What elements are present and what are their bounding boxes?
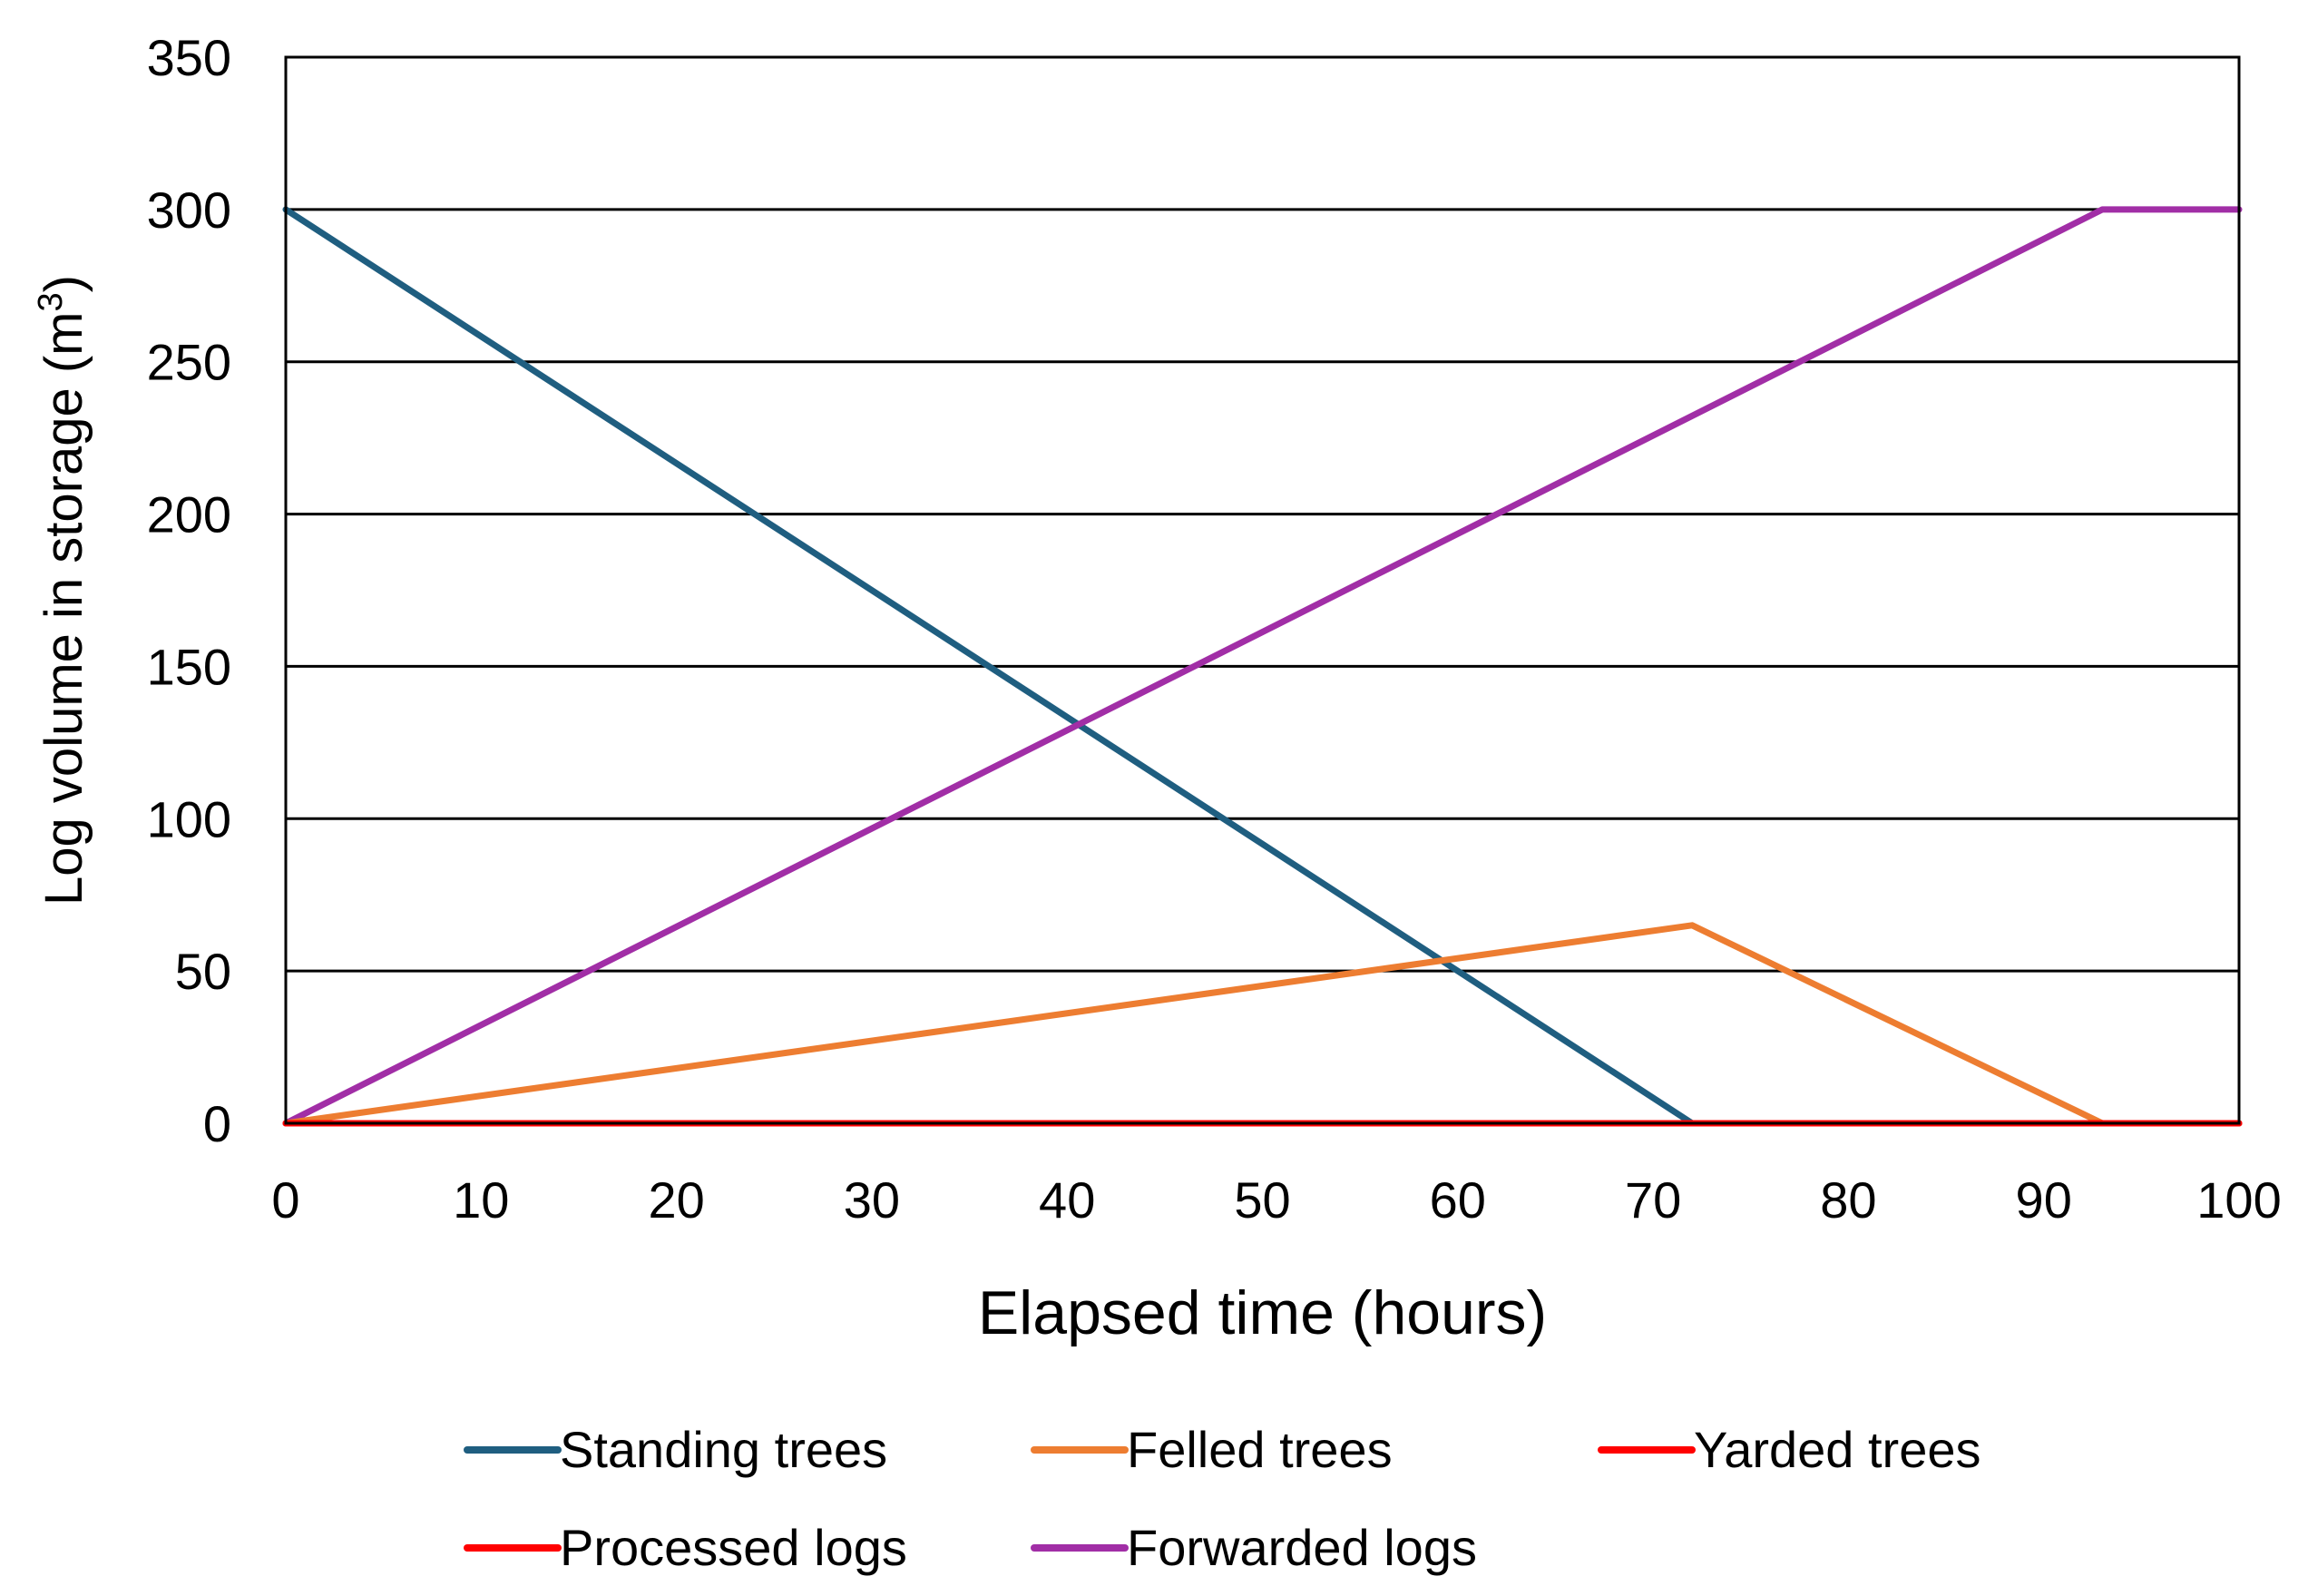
series-line-forwarded-logs: [282, 206, 2243, 1127]
y-tick-label: 100: [147, 790, 231, 847]
legend-label: Standing trees: [560, 1421, 887, 1478]
plot-area-frame: [284, 55, 2241, 1125]
y-axis-label: Log volume in storage (m3): [32, 275, 93, 906]
x-tick-label: 60: [1430, 1171, 1486, 1229]
x-tick-label: 100: [2196, 1171, 2281, 1229]
y-tick-label: 250: [147, 334, 231, 391]
y-tick-label: 0: [203, 1095, 231, 1152]
series-line-standing-trees: [282, 206, 1696, 1127]
y-tick-label: 150: [147, 638, 231, 695]
y-tick-label: 350: [147, 29, 231, 86]
y-axis-tick-labels: 0 50 100 150 200 250 300 350: [147, 29, 231, 1152]
y-axis-label-main: Log volume in storage (m: [34, 312, 93, 906]
legend-label: Forwarded logs: [1127, 1519, 1477, 1576]
y-tick-label: 300: [147, 181, 231, 239]
y-axis-label-superscript: 3: [32, 292, 70, 311]
legend-item-forwarded-logs: Forwarded logs: [1031, 1519, 1477, 1576]
series-line-felled-trees: [282, 922, 2243, 1127]
x-tick-label: 80: [1820, 1171, 1876, 1229]
x-tick-label: 40: [1039, 1171, 1095, 1229]
x-tick-label: 50: [1234, 1171, 1290, 1229]
y-tick-label: 50: [175, 943, 231, 1000]
legend-item-yarded-trees: Yarded trees: [1598, 1421, 1980, 1478]
legend-label: Yarded trees: [1694, 1421, 1980, 1478]
x-axis-label: Elapsed time (hours): [978, 1278, 1547, 1347]
legend-label: Processed logs: [560, 1519, 907, 1576]
x-tick-label: 70: [1625, 1171, 1681, 1229]
gridlines: [286, 55, 2239, 1125]
legend-item-standing-trees: Standing trees: [464, 1421, 887, 1478]
y-tick-label: 200: [147, 486, 231, 543]
legend-label: Felled trees: [1127, 1421, 1393, 1478]
x-tick-label: 0: [271, 1171, 299, 1229]
x-tick-label: 30: [844, 1171, 900, 1229]
x-tick-label: 20: [648, 1171, 704, 1229]
y-axis-label-suffix: ): [34, 275, 93, 292]
x-axis-tick-labels: 0 10 20 30 40 50 60 70 80 90 100: [271, 1171, 2281, 1229]
x-tick-label: 90: [2016, 1171, 2072, 1229]
legend: Standing trees Felled trees Yarded trees Pr…: [464, 1421, 1980, 1576]
legend-item-felled-trees: Felled trees: [1031, 1421, 1393, 1478]
x-tick-label: 10: [453, 1171, 509, 1229]
legend-item-processed-logs: Processed logs: [464, 1519, 907, 1576]
